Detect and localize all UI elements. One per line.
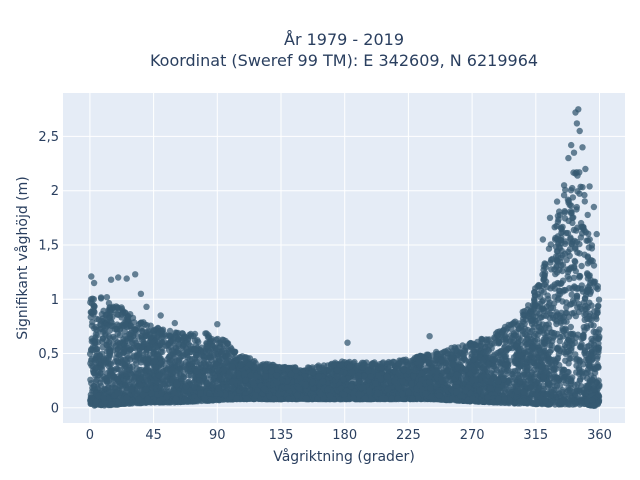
data-point [579, 184, 586, 191]
data-point [525, 302, 532, 309]
data-point [564, 273, 571, 280]
data-point [164, 359, 171, 366]
data-point [99, 335, 107, 342]
data-point [560, 288, 567, 295]
data-point [584, 237, 592, 244]
data-point [570, 169, 577, 176]
data-point [497, 347, 505, 355]
data-point [572, 387, 579, 395]
data-point [560, 192, 568, 199]
data-point [584, 366, 592, 373]
data-point [559, 387, 566, 394]
data-points [86, 106, 603, 409]
data-point [583, 343, 591, 350]
data-point [90, 369, 98, 376]
data-point [579, 225, 586, 232]
data-point [573, 292, 581, 299]
data-point [511, 380, 518, 387]
data-point [567, 355, 574, 362]
chart-title-line2: Koordinat (Sweref 99 TM): E 342609, N 62… [150, 51, 538, 70]
data-point [561, 215, 569, 222]
data-point [538, 354, 546, 362]
data-point [559, 267, 566, 275]
data-point [537, 314, 544, 321]
data-point [536, 282, 543, 289]
data-point [142, 386, 150, 393]
data-point [559, 333, 567, 340]
data-point [567, 235, 574, 242]
data-point [190, 332, 197, 340]
data-point [567, 323, 574, 331]
data-point [564, 369, 571, 376]
data-point [93, 315, 100, 323]
data-point [569, 219, 576, 227]
data-point [563, 299, 570, 306]
data-point [563, 256, 570, 264]
data-point [559, 261, 567, 269]
data-point [103, 294, 111, 301]
data-point [578, 282, 585, 289]
data-point [576, 274, 583, 281]
data-point [87, 313, 95, 321]
data-point [586, 313, 593, 320]
data-point [574, 304, 581, 311]
data-point [583, 375, 591, 382]
data-point [549, 255, 556, 263]
data-point [90, 302, 98, 309]
data-point [590, 262, 598, 269]
data-point [584, 211, 591, 219]
data-point [548, 342, 555, 349]
data-point [578, 262, 585, 270]
data-point [568, 291, 575, 298]
data-point [566, 246, 574, 253]
data-point [577, 383, 585, 390]
data-point [574, 249, 581, 256]
data-point [581, 191, 588, 199]
data-point [570, 274, 578, 281]
data-point [556, 338, 563, 345]
data-point [562, 357, 569, 364]
data-point [573, 227, 580, 234]
data-point [534, 354, 541, 362]
data-point [561, 208, 568, 215]
data-point [509, 368, 516, 375]
data-point [174, 347, 181, 354]
data-point [567, 187, 575, 194]
data-point [461, 356, 468, 363]
data-point [541, 281, 548, 288]
data-point [467, 343, 474, 350]
data-point [509, 320, 516, 328]
data-point [580, 324, 587, 331]
data-point [551, 293, 558, 301]
data-point [563, 304, 570, 311]
data-point [114, 389, 121, 397]
data-point [594, 303, 602, 310]
data-point [106, 304, 113, 311]
data-point [581, 198, 588, 205]
data-point [380, 359, 387, 366]
data-point [194, 337, 201, 344]
data-point [227, 344, 234, 351]
chart-title-line1: År 1979 - 2019 [284, 30, 404, 49]
data-point [528, 345, 536, 352]
data-point [546, 299, 553, 306]
data-point [581, 311, 588, 318]
